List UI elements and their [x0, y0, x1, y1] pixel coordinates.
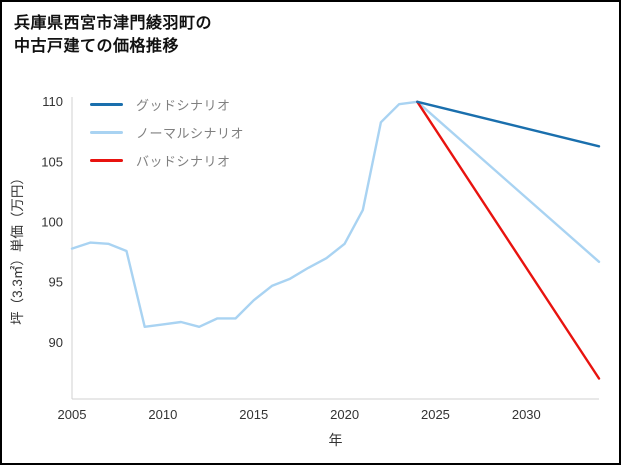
x-tick-label: 2030 [512, 407, 541, 422]
series-line-1 [416, 100, 601, 264]
x-tick-label: 2020 [330, 407, 359, 422]
price-chart-svg: 90 95 100 105 110 2005 2010 2015 2020 2025 2030 年 坪（… [10, 94, 601, 448]
good-scenario-line-swatch [90, 102, 123, 106]
x-axis-label: 年 [329, 432, 343, 448]
series-line-2 [416, 100, 601, 380]
title-line-2: 中古戸建ての価格推移 [14, 38, 180, 56]
legend-item-normal-scenario: ノーマルシナリオ [90, 118, 244, 146]
y-tick-label: 105 [41, 154, 63, 169]
normal-scenario-line-swatch [90, 130, 123, 134]
legend-item-bad-scenario: バッドシナリオ [90, 146, 244, 174]
title-line-1: 兵庫県西宮市津門綾羽町の [14, 15, 213, 32]
page-title: 兵庫県西宮市津門綾羽町の 中古戸建ての価格推移 [2, 2, 619, 72]
legend-label: ノーマルシナリオ [136, 125, 245, 141]
y-tick-label: 100 [41, 215, 63, 230]
bad-scenario-line-swatch [90, 158, 123, 162]
legend-label: グッドシナリオ [136, 97, 231, 113]
chart-legend: グッドシナリオ ノーマルシナリオ バッドシナリオ [90, 90, 244, 174]
x-tick-label: 2025 [421, 407, 450, 422]
legend-item-good-scenario: グッドシナリオ [90, 90, 244, 118]
series-line-3 [416, 100, 601, 148]
price-trend-chart: 90 95 100 105 110 2005 2010 2015 2020 2025 2030 年 坪（… [2, 72, 619, 463]
y-tick-label: 95 [49, 275, 63, 290]
legend-label: バッドシナリオ [136, 153, 231, 169]
x-tick-label: 2005 [58, 407, 87, 422]
y-tick-label: 90 [49, 335, 63, 350]
x-tick-label: 2015 [239, 407, 268, 422]
series-line-0 [70, 100, 419, 329]
y-axis-label: 坪（3.3㎡）単価（万円） [10, 171, 25, 325]
y-tick-label: 110 [42, 94, 63, 109]
x-tick-label: 2010 [148, 407, 177, 422]
